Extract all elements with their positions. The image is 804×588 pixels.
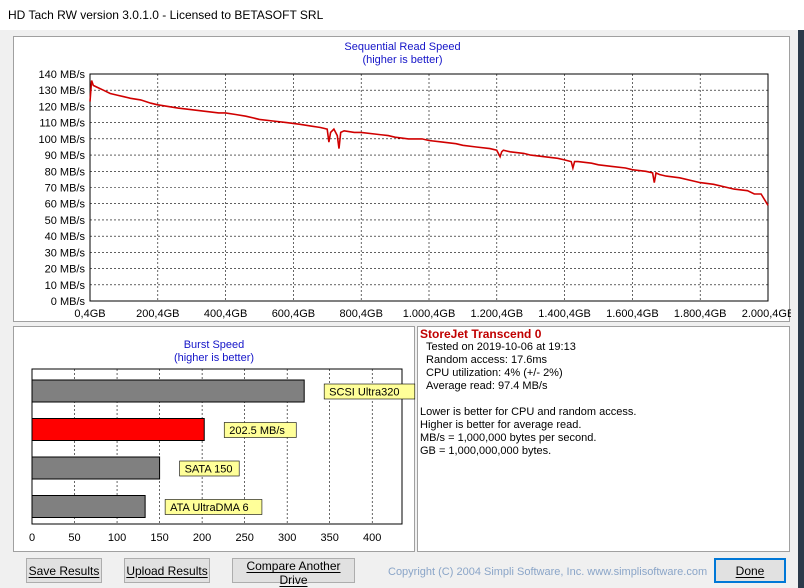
burst-chart-subtitle: (higher is better) [173,352,255,364]
cpu-utilization: CPU utilization: 4% (+/- 2%) [426,367,563,379]
read-chart-title-block: Sequential Read Speed (higher is better) [254,41,551,67]
random-access: Random access: 17.6ms [426,354,548,366]
burst-bar-label-box [164,499,263,515]
read-x-tick-label: 2.000,4GB [742,308,791,320]
read-x-tick-label: 400,4GB [204,308,247,320]
read-y-tick-label: 70 MB/s [45,183,86,195]
sequential-read-pane: Sequential Read Speed (higher is better)… [13,36,791,322]
burst-x-tick-label: 0 [29,532,35,544]
burst-bar-label-box [223,422,297,438]
burst-bar-label: SCSI Ultra320 [329,387,399,399]
read-x-tick-label: 0,4GB [74,308,105,320]
burst-bar [31,379,305,403]
read-y-tick-label: 50 MB/s [45,215,86,227]
note-mbs-definition: MB/s = 1,000,000 bytes per second. [420,432,597,444]
read-x-tick-label: 1.600,4GB [606,308,659,320]
burst-x-tick-label: 150 [150,532,168,544]
desktop-edge [798,30,804,588]
read-speed-line [89,80,769,206]
burst-bar [31,456,161,480]
burst-x-tick-label: 100 [108,532,126,544]
read-y-tick-label: 80 MB/s [45,166,86,178]
note-average-read: Higher is better for average read. [420,419,582,431]
tested-on: Tested on 2019-10-06 at 19:13 [426,341,576,353]
read-x-tick-label: 1.200,4GB [471,308,524,320]
burst-bar [31,418,205,441]
window-title: HD Tach RW version 3.0.1.0 - Licensed to… [8,8,324,22]
read-x-tick-label: 1.000,4GB [403,308,456,320]
upload-results-button[interactable]: Upload Results [124,558,210,583]
read-y-tick-label: 90 MB/s [45,150,86,162]
burst-x-tick-label: 250 [235,532,253,544]
drive-name: StoreJet Transcend 0 [420,327,542,341]
burst-bar [31,495,146,518]
read-x-tick-label: 1.400,4GB [538,308,591,320]
note-cpu-random: Lower is better for CPU and random acces… [420,406,637,418]
read-y-tick-label: 60 MB/s [45,199,86,211]
read-chart-subtitle: (higher is better) [362,54,443,66]
save-results-button[interactable]: Save Results [26,558,102,583]
burst-bar-label-box [323,383,416,400]
read-chart-title: Sequential Read Speed [344,41,461,53]
burst-speed-pane: Burst Speed (higher is better) 0 50 100 150… [13,326,416,552]
average-read: Average read: 97.4 MB/s [426,380,548,392]
burst-speed-chart: 0 50 100 150 200 250 300 350 400 SCSI Ultra320 202… [29,368,416,544]
read-y-tick-label: 0 MB/s [51,296,86,308]
drive-info: StoreJet Transcend 0 Tested on 2019-10-0… [420,328,780,458]
burst-bar-label: ATA UltraDMA 6 [170,502,248,514]
sequential-read-chart: 0 MB/s 10 MB/s 20 MB/s 30 MB/s 40 MB/s 50 MB/… [39,69,791,320]
read-x-tick-label: 600,4GB [272,308,315,320]
burst-bar-label: 202.5 MB/s [229,425,285,437]
read-y-tick-label: 100 MB/s [39,134,86,146]
drive-info-pane [417,326,790,552]
read-y-tick-label: 130 MB/s [39,85,86,97]
burst-x-tick-label: 200 [193,532,211,544]
read-x-tick-label: 800,4GB [339,308,382,320]
copyright-text: Copyright (C) 2004 Simpli Software, Inc.… [388,566,708,578]
done-button[interactable]: Done [714,558,786,583]
read-y-tick-label: 20 MB/s [45,264,86,276]
burst-chart-title: Burst Speed [183,339,245,351]
burst-x-tick-label: 400 [363,532,381,544]
title-bar[interactable]: HD Tach RW version 3.0.1.0 - Licensed to… [0,0,804,30]
read-y-tick-label: 40 MB/s [45,231,86,243]
read-x-tick-label: 1.800,4GB [674,308,727,320]
read-y-tick-label: 110 MB/s [39,118,85,130]
read-y-tick-label: 10 MB/s [45,280,86,292]
burst-chart-title-block: Burst Speed (higher is better) [114,339,314,365]
burst-bar-label: SATA 150 [185,464,233,476]
burst-x-tick-label: 300 [278,532,296,544]
read-y-tick-label: 30 MB/s [45,247,86,259]
burst-bar-label-box [179,460,240,477]
burst-x-tick-label: 50 [68,532,80,544]
read-y-tick-label: 120 MB/s [39,101,86,113]
read-y-tick-label: 140 MB/s [39,69,86,81]
note-gb-definition: GB = 1,000,000,000 bytes. [420,445,552,457]
burst-x-tick-label: 350 [321,532,339,544]
read-x-tick-label: 200,4GB [136,308,179,320]
compare-drive-button[interactable]: Compare Another Drive [232,558,355,587]
